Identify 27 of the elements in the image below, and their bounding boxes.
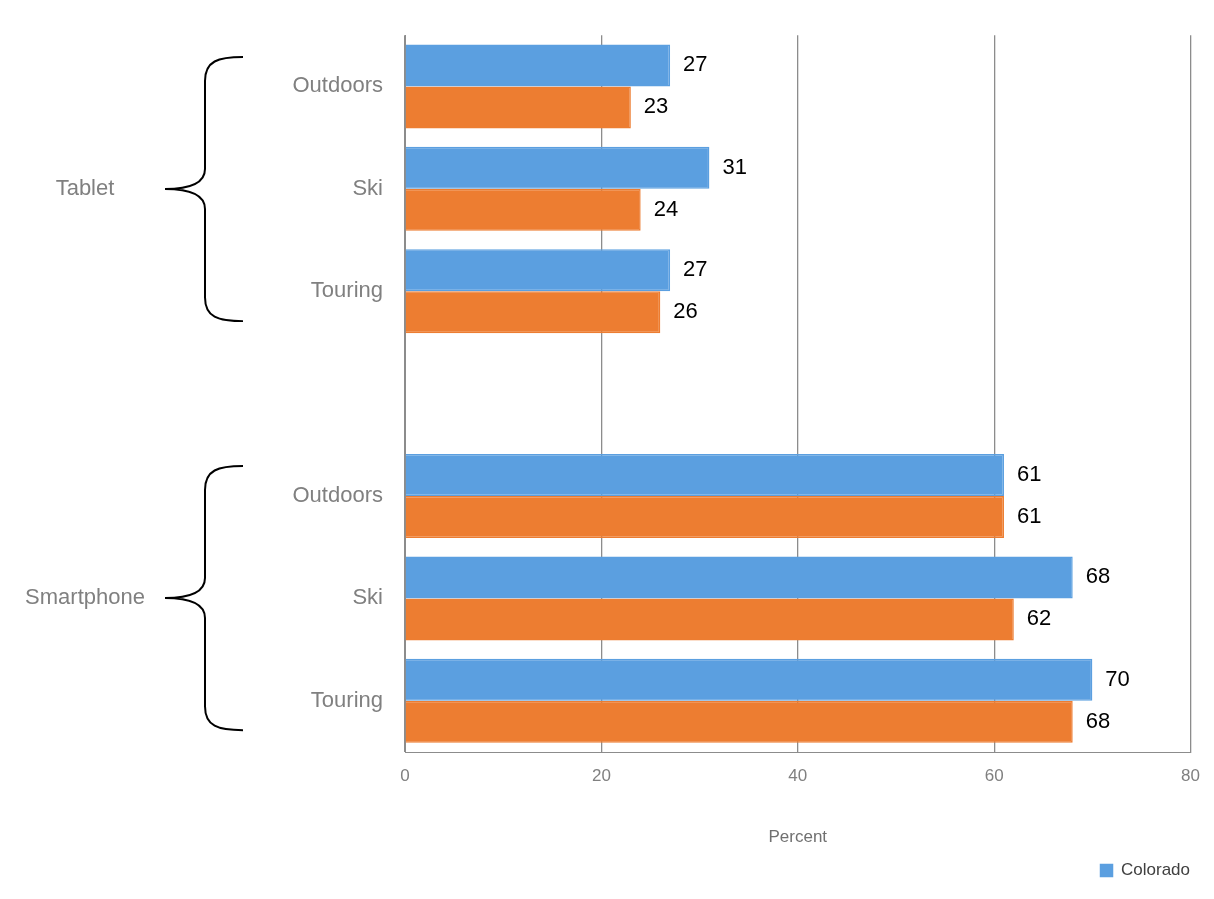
data-label: 23 [643,93,669,119]
x-axis-title: Percent [768,827,828,847]
y-tick-label: Outdoors [292,482,383,508]
x-tick-label: 0 [400,765,410,785]
data-label: 61 [1016,503,1042,529]
x-tick-label: 80 [1181,765,1201,785]
y-tick-label: Ski [352,174,383,200]
data-label: 24 [653,195,679,221]
text: Smartphone [25,584,145,610]
data-label: 27 [683,256,708,282]
y-tick-label: Touring [310,277,383,303]
x-tick-label: 40 [788,765,808,785]
data-label: 27 [683,51,708,77]
data-label: 62 [1026,605,1052,631]
data-label: 26 [673,298,698,324]
y-tick-label: Ski [352,584,383,610]
y-tick-label: Touring [310,686,383,712]
legend-label: Colorado [1121,860,1191,880]
data-label: 31 [722,153,747,179]
y-tick-label: Outdoors [292,72,383,98]
text: Tablet [55,174,115,200]
data-label: 68 [1085,707,1111,733]
x-tick-label: 20 [591,765,611,785]
data-label: 70 [1105,665,1130,691]
x-tick-label: 60 [984,765,1004,785]
data-label: 61 [1016,461,1042,487]
data-label: 68 [1085,563,1111,589]
